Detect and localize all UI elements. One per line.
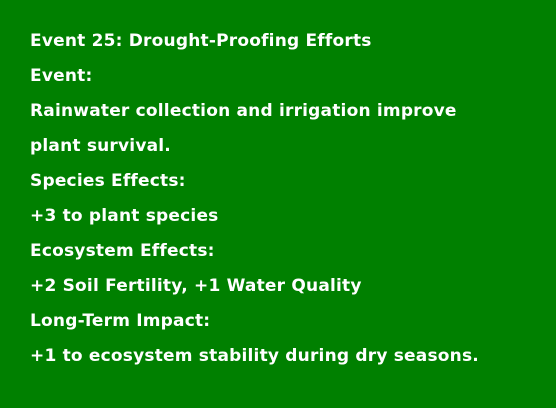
ecosystem-effects-label: Ecosystem Effects: (30, 241, 215, 261)
event-label: Event: (30, 66, 93, 86)
event-card: Event 25: Drought-Proofing Efforts Event… (30, 28, 540, 378)
long-term-impact-label: Long-Term Impact: (30, 311, 211, 331)
species-effects-value: +3 to plant species (30, 206, 219, 226)
event-description-line-1: Rainwater collection and irrigation impr… (30, 101, 457, 121)
ecosystem-effects-value: +2 Soil Fertility, +1 Water Quality (30, 276, 362, 296)
event-description-line-2: plant survival. (30, 136, 171, 156)
species-effects-label: Species Effects: (30, 171, 186, 191)
long-term-impact-value: +1 to ecosystem stability during dry sea… (30, 346, 479, 366)
event-title: Event 25: Drought-Proofing Efforts (30, 31, 372, 51)
